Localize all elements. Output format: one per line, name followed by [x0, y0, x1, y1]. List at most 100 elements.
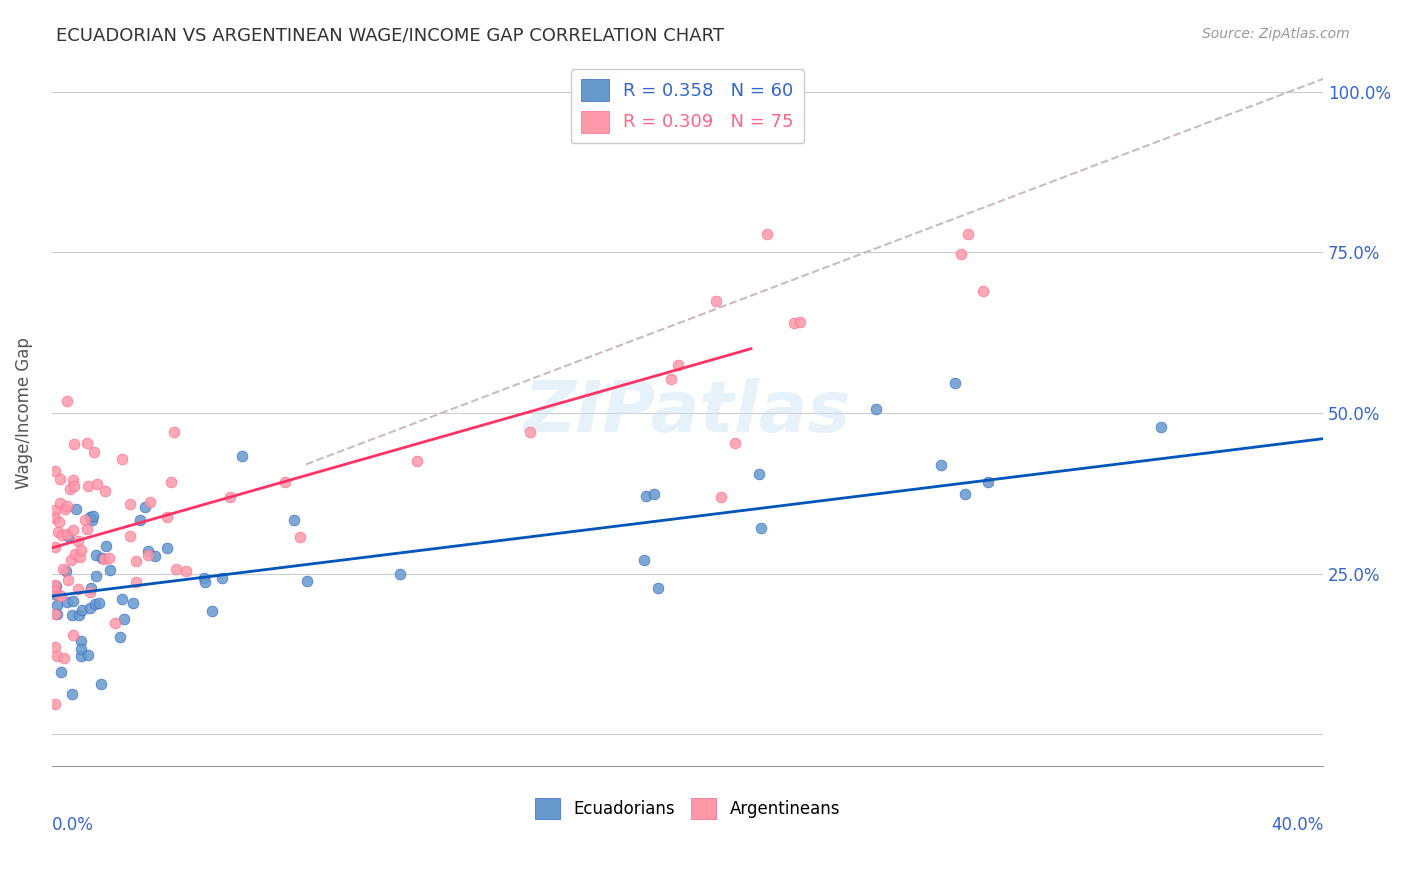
- Argentineans: [957, 227, 980, 241]
- Argentineans: [48, 515, 70, 529]
- Argentineans: [44, 503, 66, 517]
- Ecuadorians: [79, 509, 101, 524]
- Ecuadorians: [108, 630, 131, 644]
- Ecuadorians: [953, 486, 976, 500]
- Argentineans: [666, 359, 689, 373]
- Argentineans: [51, 589, 73, 603]
- Ecuadorians: [129, 513, 152, 527]
- Argentineans: [46, 525, 69, 540]
- Argentineans: [789, 315, 811, 329]
- Ecuadorians: [94, 539, 117, 553]
- Argentineans: [218, 490, 240, 504]
- Argentineans: [46, 648, 69, 663]
- Argentineans: [73, 513, 96, 527]
- Argentineans: [76, 522, 98, 536]
- Ecuadorians: [112, 612, 135, 626]
- Argentineans: [62, 437, 84, 451]
- Ecuadorians: [84, 548, 107, 562]
- Ecuadorians: [56, 595, 79, 609]
- Argentineans: [86, 477, 108, 491]
- Argentineans: [44, 578, 66, 592]
- Argentineans: [405, 453, 427, 467]
- Ecuadorians: [193, 574, 215, 589]
- Argentineans: [93, 552, 115, 566]
- Argentineans: [83, 445, 105, 459]
- Ecuadorians: [77, 648, 100, 662]
- Ecuadorians: [201, 604, 224, 618]
- Argentineans: [949, 246, 972, 260]
- Argentineans: [972, 284, 994, 298]
- Ecuadorians: [70, 642, 93, 657]
- Ecuadorians: [65, 501, 87, 516]
- Ecuadorians: [865, 402, 887, 417]
- Argentineans: [48, 588, 70, 602]
- Argentineans: [139, 494, 162, 508]
- Ecuadorians: [98, 563, 121, 577]
- Argentineans: [44, 607, 66, 622]
- Argentineans: [59, 553, 82, 567]
- Text: 0.0%: 0.0%: [52, 816, 94, 834]
- Ecuadorians: [82, 509, 104, 524]
- Text: Source: ZipAtlas.com: Source: ZipAtlas.com: [1202, 27, 1350, 41]
- Argentineans: [49, 496, 72, 510]
- Argentineans: [53, 650, 76, 665]
- Ecuadorians: [62, 594, 84, 608]
- Argentineans: [56, 573, 79, 587]
- Ecuadorians: [136, 544, 159, 558]
- Argentineans: [79, 585, 101, 599]
- Argentineans: [52, 562, 75, 576]
- Argentineans: [69, 549, 91, 564]
- Ecuadorians: [87, 595, 110, 609]
- Argentineans: [66, 533, 89, 548]
- Argentineans: [136, 548, 159, 562]
- Ecuadorians: [49, 665, 72, 679]
- Argentineans: [53, 502, 76, 516]
- Argentineans: [111, 451, 134, 466]
- Ecuadorians: [45, 599, 67, 613]
- Argentineans: [63, 547, 86, 561]
- Argentineans: [44, 697, 66, 711]
- Argentineans: [56, 527, 79, 541]
- Argentineans: [756, 227, 779, 241]
- Argentineans: [290, 530, 312, 544]
- Ecuadorians: [84, 569, 107, 583]
- Ecuadorians: [749, 521, 772, 535]
- Ecuadorians: [977, 475, 1000, 489]
- Argentineans: [160, 475, 183, 490]
- Argentineans: [62, 524, 84, 538]
- Ecuadorians: [634, 489, 657, 503]
- Text: 40.0%: 40.0%: [1271, 816, 1323, 834]
- Argentineans: [783, 316, 806, 330]
- Ecuadorians: [297, 574, 319, 588]
- Argentineans: [176, 564, 198, 578]
- Argentineans: [49, 472, 72, 486]
- Ecuadorians: [60, 608, 83, 623]
- Argentineans: [44, 540, 66, 554]
- Ecuadorians: [91, 551, 114, 566]
- Ecuadorians: [79, 601, 101, 615]
- Argentineans: [56, 500, 79, 514]
- Ecuadorians: [134, 500, 156, 515]
- Argentineans: [165, 562, 187, 576]
- Legend: Ecuadorians, Argentineans: Ecuadorians, Argentineans: [524, 789, 851, 829]
- Ecuadorians: [122, 596, 145, 610]
- Ecuadorians: [643, 487, 665, 501]
- Ecuadorians: [55, 565, 77, 579]
- Ecuadorians: [60, 687, 83, 701]
- Argentineans: [63, 479, 86, 493]
- Argentineans: [97, 551, 120, 566]
- Argentineans: [51, 527, 73, 541]
- Ecuadorians: [90, 676, 112, 690]
- Argentineans: [67, 582, 90, 596]
- Ecuadorians: [1150, 420, 1173, 434]
- Ecuadorians: [748, 467, 770, 482]
- Ecuadorians: [70, 649, 93, 664]
- Ecuadorians: [283, 513, 305, 527]
- Argentineans: [44, 510, 66, 524]
- Ecuadorians: [929, 458, 952, 473]
- Argentineans: [62, 628, 84, 642]
- Argentineans: [94, 483, 117, 498]
- Argentineans: [659, 372, 682, 386]
- Argentineans: [44, 640, 66, 655]
- Argentineans: [125, 554, 148, 568]
